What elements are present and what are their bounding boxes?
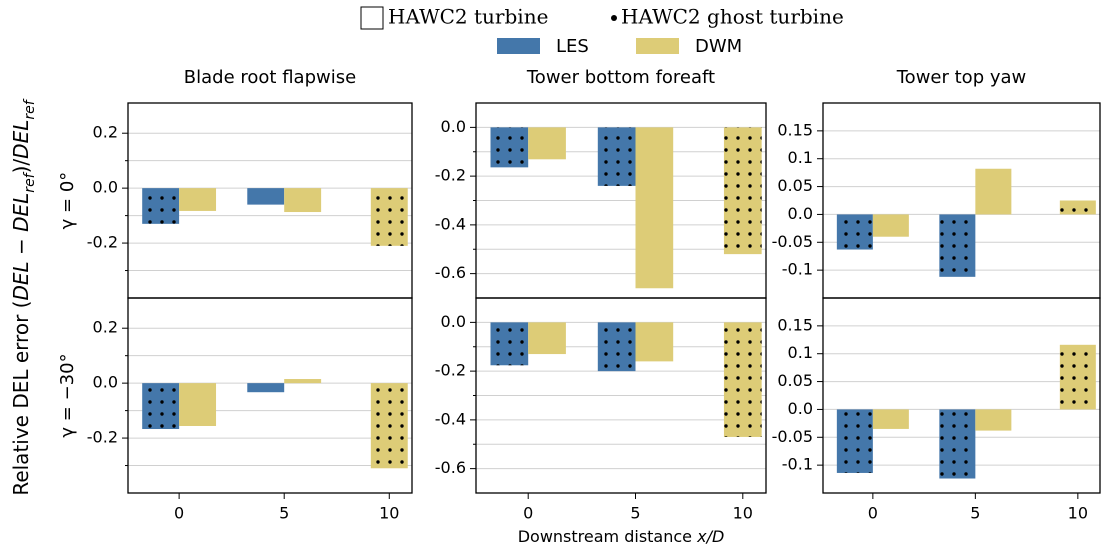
legend-marker-box: [360, 6, 384, 30]
y-tick-label: -0.2: [435, 361, 466, 380]
bar: [872, 409, 909, 429]
ghost-hatch: [142, 188, 180, 224]
ghost-hatch: [490, 322, 529, 366]
legend-swatch: [636, 38, 679, 54]
x-tick-label: 5: [970, 504, 980, 523]
legend-label: LES: [556, 36, 589, 57]
legend-swatch: [497, 38, 540, 54]
y-tick-label: -0.05: [772, 427, 813, 446]
y-tick-label: 0.0: [788, 204, 813, 223]
ghost-hatch: [370, 188, 408, 246]
bar: [872, 214, 909, 237]
bar: [247, 383, 285, 393]
y-tick-label: 0.15: [777, 315, 813, 334]
ghost-hatch: [1059, 344, 1096, 410]
label-part: x/D: [696, 527, 724, 546]
bar: [179, 188, 217, 211]
subplot-title: Tower top yaw: [896, 67, 1027, 88]
legend: LES DWM: [497, 36, 742, 57]
ghost-hatch: [597, 322, 636, 372]
bar: [975, 409, 1012, 431]
ghost-hatch: [939, 409, 976, 479]
ghost-hatch: [142, 383, 180, 430]
y-tick-label: -0.4: [435, 409, 466, 428]
label-part: DEL: [9, 193, 33, 232]
ghost-hatch: [597, 127, 636, 186]
y-tick-label: 0.0: [441, 312, 466, 331]
y-tick-label: 0.15: [777, 120, 813, 139]
bar: [975, 168, 1012, 215]
y-tick-label: -0.1: [782, 260, 813, 279]
legend-label: HAWC2 ghost turbine: [621, 5, 844, 29]
axes-frame: [822, 297, 1101, 494]
x-tick-label: 0: [174, 504, 184, 523]
bar: [247, 188, 285, 205]
label-part: ref: [22, 98, 38, 119]
label-part: ref: [22, 171, 38, 192]
y-tick-label: 0.2: [93, 318, 118, 337]
axes-frame: [127, 297, 413, 494]
bar: [179, 383, 217, 426]
y-tick-label: -0.6: [435, 458, 466, 477]
y-tick-label: 0.0: [93, 178, 118, 197]
y-tick-label: 0.0: [441, 117, 466, 136]
row-label: γ = 0°: [57, 172, 78, 230]
y-tick-label: 0.05: [777, 371, 813, 390]
ghost-hatch: [370, 383, 408, 469]
y-tick-label: -0.6: [435, 263, 466, 282]
y-axis-label: Relative DEL error (DEL − DELref)/DELref: [9, 98, 39, 495]
legend-label: DWM: [695, 36, 742, 57]
ghost-hatch: [490, 127, 529, 168]
ghost-hatch: [1059, 200, 1096, 215]
ghost-hatch: [836, 409, 873, 473]
subplot-title: Tower bottom foreaft: [526, 67, 715, 88]
axes-frame: [475, 297, 767, 494]
bar: [528, 322, 566, 355]
y-tick-label: 0.1: [788, 148, 813, 167]
ghost-hatch: [836, 214, 873, 250]
subplot-title: Blade root flapwise: [184, 67, 356, 88]
y-tick-label: -0.2: [87, 233, 118, 252]
y-tick-label: 0.1: [788, 343, 813, 362]
y-tick-label: 0.2: [93, 123, 118, 142]
x-tick-label: 10: [1068, 504, 1088, 523]
label-part: DEL: [9, 120, 33, 159]
label-part: −: [9, 232, 33, 261]
x-tick-label: 0: [523, 504, 533, 523]
bar: [635, 322, 674, 362]
bar: [284, 188, 322, 213]
y-tick-label: -0.1: [782, 455, 813, 474]
y-tick-label: 0.05: [777, 176, 813, 195]
label-part: DEL: [9, 261, 33, 300]
y-tick-label: -0.2: [87, 428, 118, 447]
bar: [528, 127, 566, 160]
y-tick-label: -0.2: [435, 166, 466, 185]
label-part: Downstream distance: [518, 527, 697, 546]
x-tick-label: 5: [279, 504, 289, 523]
y-tick-label: -0.05: [772, 232, 813, 251]
bar: [284, 379, 322, 384]
x-tick-label: 10: [733, 504, 753, 523]
x-axis-label: Downstream distance x/D: [518, 527, 725, 546]
legend-label: HAWC2 turbine: [388, 5, 548, 29]
label-part: )/: [9, 159, 33, 174]
ghost-hatch: [723, 322, 762, 437]
x-tick-label: 10: [379, 504, 399, 523]
y-tick-label: -0.4: [435, 214, 466, 233]
ghost-hatch: [723, 127, 762, 255]
y-tick-label: 0.0: [93, 373, 118, 392]
ghost-hatch: [939, 214, 976, 277]
legend-marker-dot: [611, 15, 617, 21]
y-tick-label: 0.0: [788, 399, 813, 418]
bar: [635, 127, 674, 289]
x-tick-label: 0: [868, 504, 878, 523]
label-part: Relative DEL error (: [9, 301, 33, 496]
row-label: γ = −30°: [57, 353, 78, 437]
x-tick-label: 5: [630, 504, 640, 523]
